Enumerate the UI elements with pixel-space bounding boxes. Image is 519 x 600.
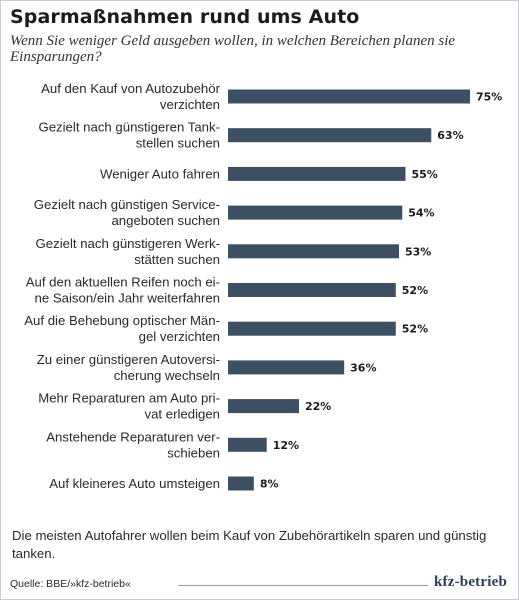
category-label-line: Gezielt nach günstigen Service- xyxy=(34,197,220,212)
value-label: 75% xyxy=(476,91,502,104)
bar xyxy=(228,437,267,452)
bar xyxy=(228,244,400,259)
bar xyxy=(228,89,470,104)
value-label: 55% xyxy=(411,168,437,181)
value-label: 22% xyxy=(305,400,331,413)
bar xyxy=(228,321,396,336)
category-label-line: Anstehende Reparaturen ver- xyxy=(46,429,220,444)
bar xyxy=(228,166,406,181)
category-label-line: Auf den aktuellen Reifen noch ei- xyxy=(26,275,220,290)
category-label: Auf kleineres Auto umsteigen xyxy=(49,476,220,491)
value-label: 12% xyxy=(273,439,299,452)
category-label-line: vat erledigen xyxy=(144,407,220,422)
category-label: Auf den Kauf von Autozubehör verzichten xyxy=(41,81,221,112)
bar xyxy=(228,476,254,491)
category-label-line: Weniger Auto fahren xyxy=(100,166,220,181)
chart-note: Die meisten Autofahrer wollen beim Kauf … xyxy=(12,528,487,561)
category-label-line: Auf kleineres Auto umsteigen xyxy=(49,476,220,491)
category-label-line: angeboten suchen xyxy=(111,213,220,228)
bar xyxy=(228,283,396,297)
category-label-line: stätten suchen xyxy=(134,252,220,267)
category-label: Mehr Reparaturen am Auto pri-vat erledig… xyxy=(38,391,220,422)
category-label-line: Mehr Reparaturen am Auto pri- xyxy=(38,391,220,406)
category-label-line: Zu einer günstigeren Autoversi- xyxy=(37,352,220,367)
category-label: Zu einer günstigeren Autoversi-cherung w… xyxy=(37,352,220,383)
category-label: Weniger Auto fahren xyxy=(100,166,220,181)
category-label-line: verzichten xyxy=(160,97,220,112)
bar-chart: Auf den Kauf von Autozubehör verzichten 75… xyxy=(24,81,502,491)
footer-rule xyxy=(178,585,428,586)
publisher-logo: kfz-betrieb xyxy=(433,574,507,590)
category-label-line: ne Saison/ein Jahr weiterfahren xyxy=(35,291,220,306)
category-label-line: Auf den Kauf von Autozubehör xyxy=(41,81,221,96)
category-label-line: Auf die Behebung optischer Män- xyxy=(24,313,220,328)
value-label: 52% xyxy=(402,323,428,336)
value-label: 52% xyxy=(402,284,428,297)
category-label-line: schieben xyxy=(167,445,220,460)
chart-title: Sparmaßnahmen rund ums Auto xyxy=(10,6,360,28)
category-label: Auf den aktuellen Reifen noch ei-ne Sais… xyxy=(26,275,220,306)
category-label-line: Gezielt nach günstigeren Werk- xyxy=(36,236,220,251)
category-label: Auf die Behebung optischer Män-gel verzi… xyxy=(24,313,220,344)
value-label: 36% xyxy=(350,361,376,374)
bar xyxy=(228,205,403,220)
source-label: Quelle: BBE/»kfz-betrieb« xyxy=(10,578,131,590)
value-label: 53% xyxy=(405,245,431,258)
bar xyxy=(228,399,299,414)
category-label: Gezielt nach günstigeren Werk-stätten su… xyxy=(36,236,220,267)
bar xyxy=(228,360,345,375)
category-label-line: stellen suchen xyxy=(136,136,220,151)
value-label: 63% xyxy=(437,129,463,142)
category-label-line: Gezielt nach günstigeren Tank- xyxy=(38,120,220,135)
category-label: Gezielt nach günstigen Service-angeboten… xyxy=(34,197,220,228)
chart-subtitle: Wenn Sie weniger Geld ausgeben wollen, i… xyxy=(10,33,456,65)
value-label: 54% xyxy=(408,207,434,220)
category-label: Gezielt nach günstigeren Tank-stellen su… xyxy=(38,120,220,151)
category-label-line: gel verzichten xyxy=(139,329,220,344)
value-label: 8% xyxy=(260,478,279,491)
bar xyxy=(228,128,432,143)
category-label-line: cherung wechseln xyxy=(114,368,220,383)
category-label: Anstehende Reparaturen ver-schieben xyxy=(46,429,220,460)
